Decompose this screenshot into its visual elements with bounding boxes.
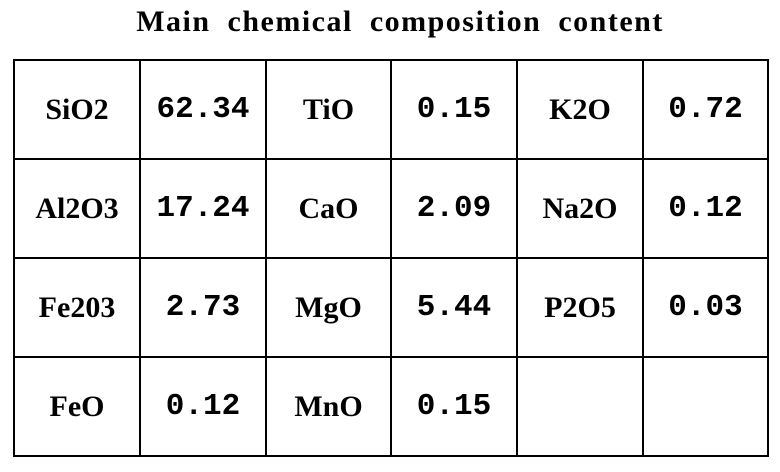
empty-cell: [516, 356, 644, 457]
value-cell: 62.34: [139, 59, 267, 160]
value-cell: 0.03: [642, 257, 769, 358]
value-cell: 17.24: [139, 158, 267, 259]
chemical-composition-table: SiO2 62.34 TiO 0.15 K2O 0.72 Al2O3 17.24…: [13, 59, 769, 457]
value-cell: 2.73: [139, 257, 267, 358]
compound-cell: TiO: [265, 59, 392, 160]
value-cell: 5.44: [390, 257, 518, 358]
compound-cell: K2O: [516, 59, 644, 160]
compound-cell: Fe203: [13, 257, 141, 358]
value-cell: 0.15: [390, 356, 518, 457]
value-cell: 0.72: [642, 59, 769, 160]
compound-cell: MgO: [265, 257, 392, 358]
table-row: Fe203 2.73 MgO 5.44 P2O5 0.03: [13, 257, 769, 358]
compound-cell: CaO: [265, 158, 392, 259]
table-row: FeO 0.12 MnO 0.15: [13, 356, 769, 457]
compound-cell: MnO: [265, 356, 392, 457]
compound-cell: P2O5: [516, 257, 644, 358]
value-cell: 0.12: [642, 158, 769, 259]
value-cell: 2.09: [390, 158, 518, 259]
compound-cell: Na2O: [516, 158, 644, 259]
value-cell: 0.12: [139, 356, 267, 457]
table-row: SiO2 62.34 TiO 0.15 K2O 0.72: [13, 59, 769, 160]
table-row: Al2O3 17.24 CaO 2.09 Na2O 0.12: [13, 158, 769, 259]
compound-cell: Al2O3: [13, 158, 141, 259]
value-cell: 0.15: [390, 59, 518, 160]
compound-cell: SiO2: [13, 59, 141, 160]
table-title: Main chemical composition content: [136, 5, 664, 38]
compound-cell: FeO: [13, 356, 141, 457]
empty-cell: [642, 356, 769, 457]
